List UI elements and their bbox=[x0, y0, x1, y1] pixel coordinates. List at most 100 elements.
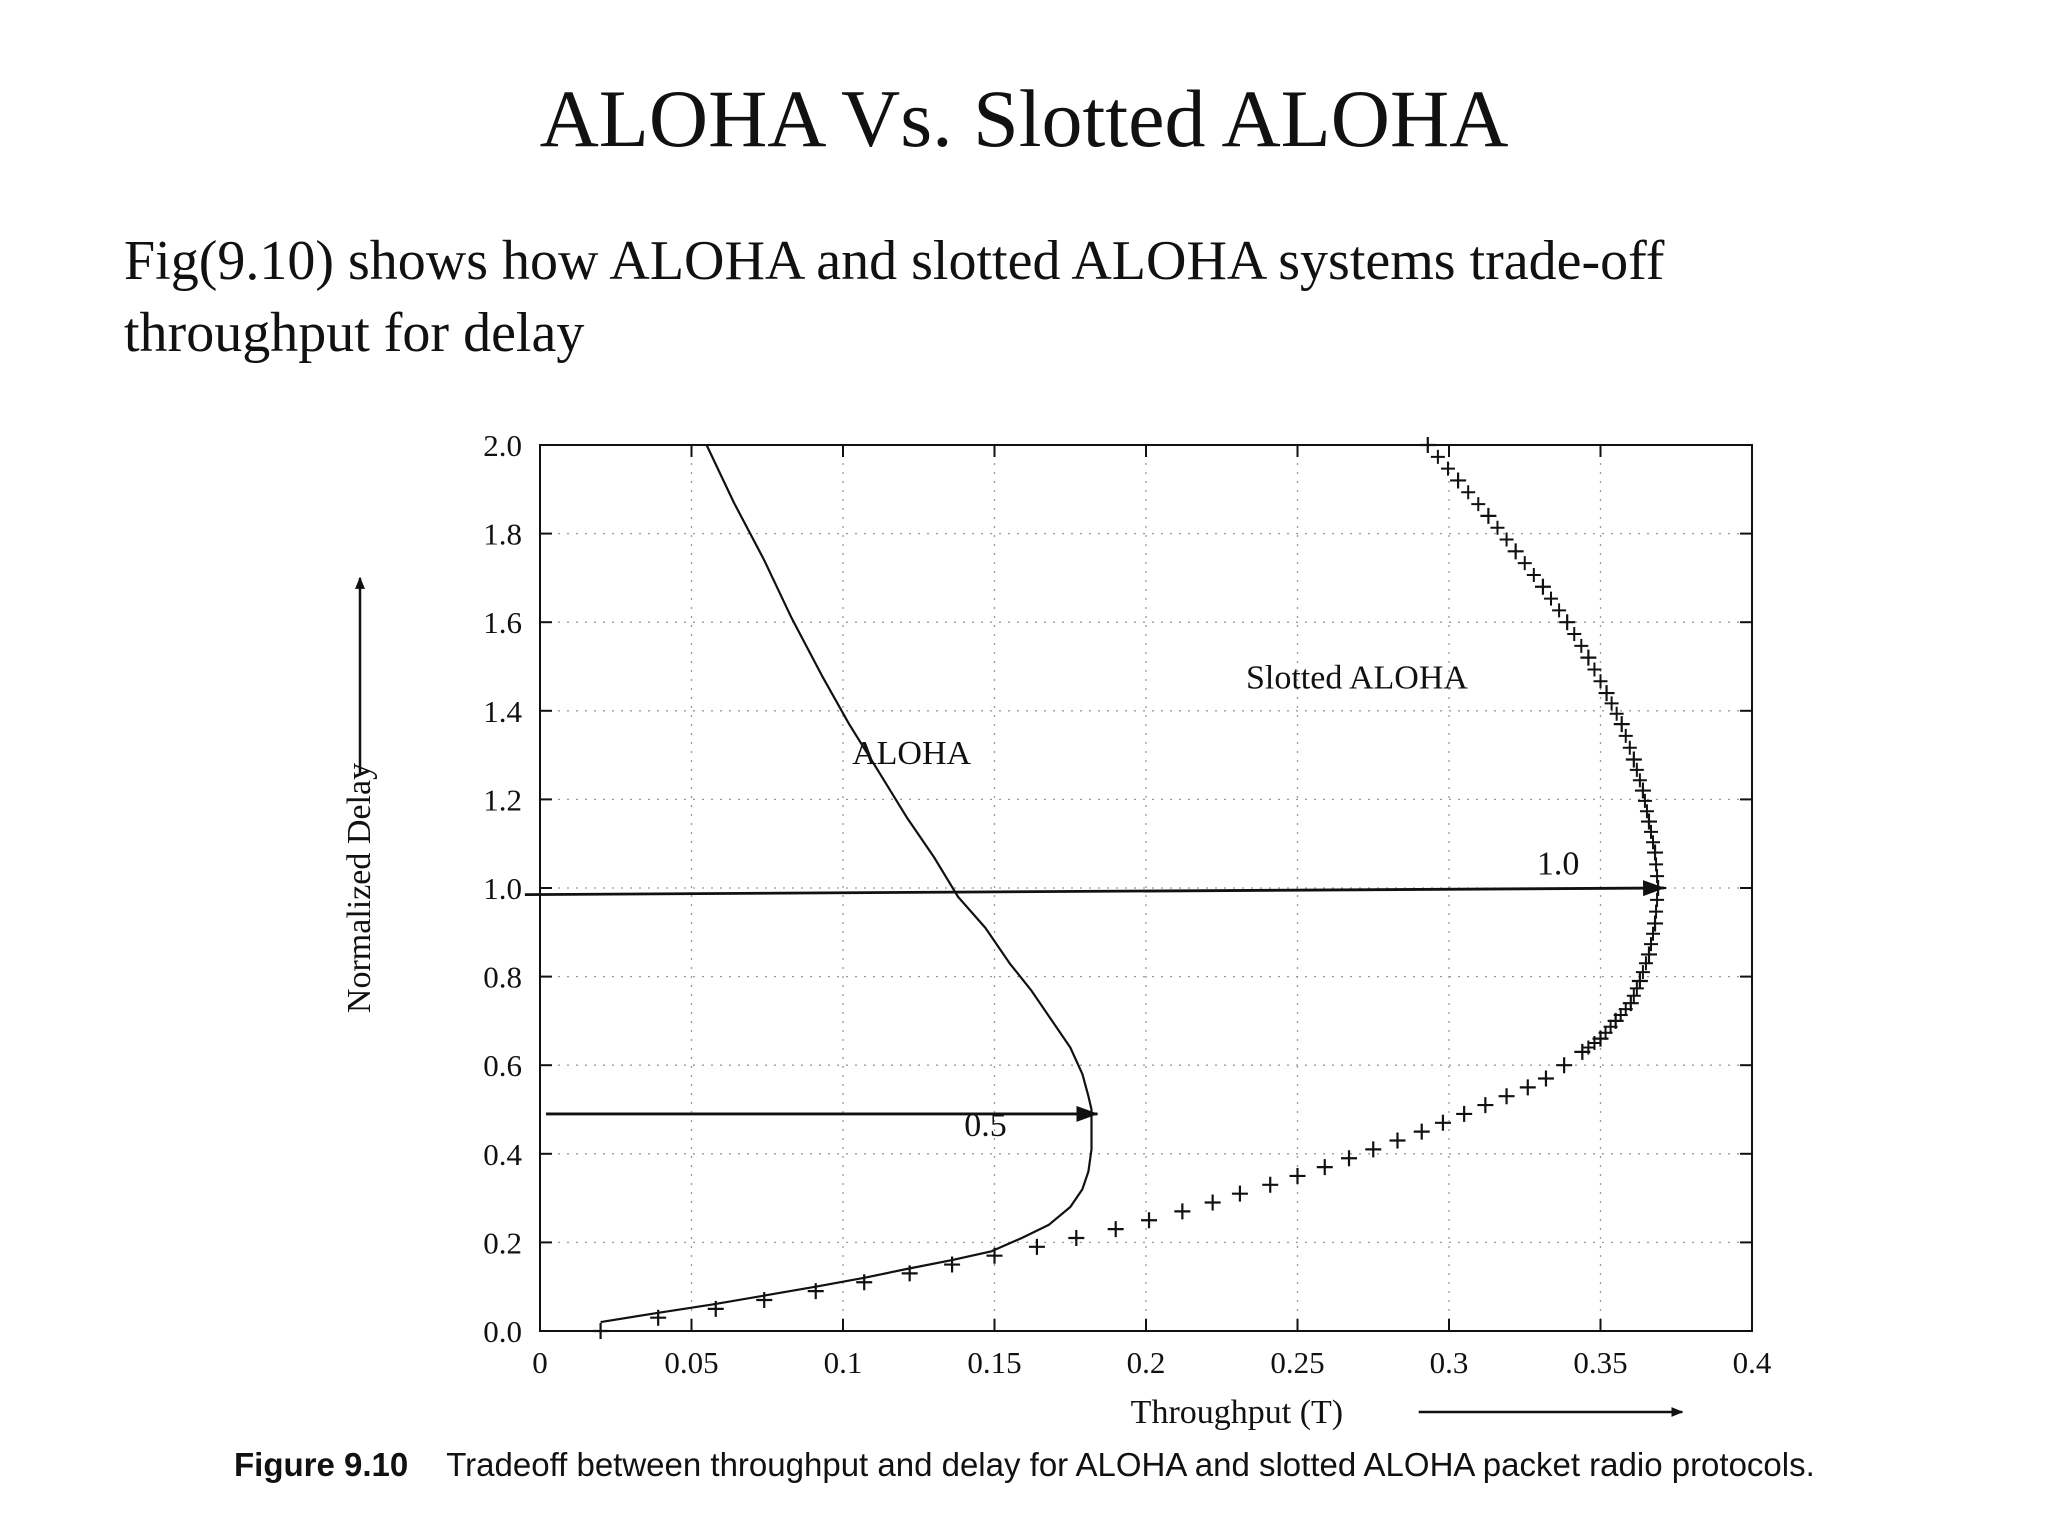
slotted-aloha-point bbox=[1107, 1221, 1124, 1238]
slotted-aloha-point bbox=[1461, 485, 1476, 500]
slotted-aloha-point bbox=[1365, 1141, 1382, 1158]
slotted-aloha-point bbox=[1534, 578, 1551, 595]
slotted-aloha-point bbox=[1603, 1019, 1618, 1034]
annotation-label-slotted-aloha: Slotted ALOHA bbox=[1246, 660, 1468, 697]
slotted-aloha-point bbox=[1635, 965, 1650, 980]
figure-number: Figure 9.10 bbox=[234, 1446, 409, 1483]
annotations: ALOHA Slotted ALOHA 0.5 1.0 bbox=[524, 660, 1666, 1144]
figure-caption: Figure 9.10 Tradeoff between throughput a… bbox=[234, 1443, 1884, 1487]
slotted-aloha-point bbox=[986, 1247, 1003, 1264]
y-tick-label: 0.0 bbox=[483, 1314, 522, 1349]
slotted-aloha-point bbox=[1638, 956, 1653, 971]
slotted-aloha-point bbox=[1490, 520, 1505, 535]
slotted-aloha-point bbox=[1477, 1097, 1494, 1114]
intro-line-2: throughput for delay bbox=[124, 302, 585, 364]
y-tick-label: 2.0 bbox=[483, 428, 522, 463]
slotted-aloha-point bbox=[1618, 1002, 1633, 1017]
slotted-aloha-point bbox=[1068, 1229, 1085, 1246]
slotted-aloha-point bbox=[1587, 662, 1602, 677]
y-tick-label: 1.6 bbox=[483, 605, 522, 640]
slotted-aloha-point bbox=[1609, 706, 1624, 721]
slotted-aloha-point bbox=[1644, 937, 1658, 952]
x-tick-label: 0.05 bbox=[664, 1345, 718, 1380]
y-tick-label: 1.8 bbox=[483, 517, 522, 552]
slotted-aloha-point bbox=[1480, 507, 1497, 524]
slotted-aloha-point bbox=[1028, 1238, 1045, 1255]
slotted-aloha-point bbox=[1456, 1105, 1473, 1122]
annotation-label-1-0: 1.0 bbox=[1537, 846, 1580, 883]
slotted-aloha-point bbox=[1629, 981, 1644, 996]
slotted-aloha-point bbox=[1634, 782, 1651, 799]
x-tick-label: 0.2 bbox=[1127, 1345, 1166, 1380]
slotted-aloha-point bbox=[1559, 614, 1576, 631]
slotted-aloha-point bbox=[1647, 915, 1664, 932]
x-tick-label: 0.35 bbox=[1573, 1345, 1627, 1380]
slotted-aloha-point bbox=[1471, 497, 1486, 512]
slotted-aloha-point bbox=[1204, 1194, 1221, 1211]
y-tick-label: 0.8 bbox=[483, 960, 522, 995]
slotted-aloha-point bbox=[1519, 1079, 1536, 1096]
slotted-aloha-point bbox=[1618, 728, 1633, 743]
y-axis-label: Normalized Delay bbox=[341, 763, 378, 1013]
slotted-aloha-point bbox=[1289, 1167, 1306, 1184]
slotted-aloha-point bbox=[1604, 696, 1619, 711]
slotted-aloha-point bbox=[1640, 946, 1657, 963]
slotted-aloha-point bbox=[1629, 762, 1644, 777]
slotted-aloha-point bbox=[1434, 1114, 1451, 1131]
slotted-aloha-point bbox=[1498, 1088, 1515, 1105]
slotted-aloha-point bbox=[1649, 904, 1664, 919]
slotted-aloha-point bbox=[1650, 869, 1665, 884]
slotted-aloha-point bbox=[1552, 603, 1567, 618]
slotted-aloha-point bbox=[1499, 532, 1514, 547]
slotted-aloha-point bbox=[707, 1300, 724, 1317]
slotted-aloha-point bbox=[1646, 926, 1661, 941]
slotted-aloha-point bbox=[1413, 1123, 1430, 1140]
slotted-aloha-point bbox=[1622, 740, 1637, 755]
x-tick-label: 0.15 bbox=[967, 1345, 1021, 1380]
series-layer bbox=[592, 437, 1667, 1339]
slotted-aloha-point bbox=[1625, 751, 1642, 768]
slotted-aloha-point bbox=[1389, 1132, 1406, 1149]
slotted-aloha-point bbox=[1440, 461, 1455, 476]
y-tick-label: 1.2 bbox=[483, 782, 522, 817]
slotted-aloha-point bbox=[592, 1323, 609, 1339]
slotted-aloha-point bbox=[1341, 1150, 1358, 1167]
slotted-aloha-point bbox=[1537, 1070, 1554, 1087]
slotted-aloha-point bbox=[1231, 1185, 1248, 1202]
slotted-aloha-point bbox=[1450, 472, 1467, 489]
slotted-aloha-point bbox=[1649, 857, 1664, 872]
aloha-curve bbox=[600, 444, 1093, 1324]
slotted-aloha-point bbox=[1419, 437, 1436, 453]
slotted-aloha-point bbox=[756, 1291, 773, 1308]
slotted-aloha-point bbox=[1632, 773, 1647, 788]
slotted-aloha-point bbox=[1556, 1057, 1573, 1074]
slotted-aloha-point bbox=[1580, 649, 1597, 666]
x-tick-label: 0.3 bbox=[1430, 1345, 1469, 1380]
slotted-aloha-point bbox=[1637, 793, 1652, 808]
y-tick-label: 0.6 bbox=[483, 1048, 522, 1083]
annotation-label-aloha: ALOHA bbox=[852, 735, 971, 772]
slotted-aloha-point bbox=[1613, 716, 1630, 733]
slotted-aloha-point bbox=[1574, 638, 1589, 653]
intro-text: Fig(9.10) shows how ALOHA and slotted AL… bbox=[124, 225, 1974, 369]
slotted-aloha-point bbox=[650, 1309, 667, 1326]
annotation-label-0-5: 0.5 bbox=[964, 1107, 1007, 1144]
y-tick-label: 0.2 bbox=[483, 1225, 522, 1260]
slotted-aloha-point bbox=[1430, 449, 1445, 464]
slotted-aloha-point bbox=[1644, 824, 1658, 839]
slotted-aloha-point bbox=[1544, 591, 1559, 606]
intro-line-1: Fig(9.10) shows how ALOHA and slotted AL… bbox=[124, 230, 1665, 292]
slotted-aloha-point bbox=[1141, 1212, 1158, 1229]
slotted-aloha-point bbox=[1517, 556, 1532, 571]
slotted-aloha-point bbox=[1650, 892, 1665, 907]
x-tick-label: 0.1 bbox=[824, 1345, 863, 1380]
slotted-aloha-point bbox=[856, 1274, 873, 1291]
slotted-aloha-point bbox=[1626, 988, 1641, 1003]
slotted-aloha-point bbox=[1526, 567, 1541, 582]
x-tick-label: 0 bbox=[532, 1345, 548, 1380]
figure-caption-text: Tradeoff between throughput and delay fo… bbox=[446, 1446, 1815, 1483]
slotted-aloha-point bbox=[1639, 804, 1654, 819]
x-tick-label: 0.4 bbox=[1733, 1345, 1772, 1380]
slotted-aloha-point bbox=[901, 1265, 918, 1282]
